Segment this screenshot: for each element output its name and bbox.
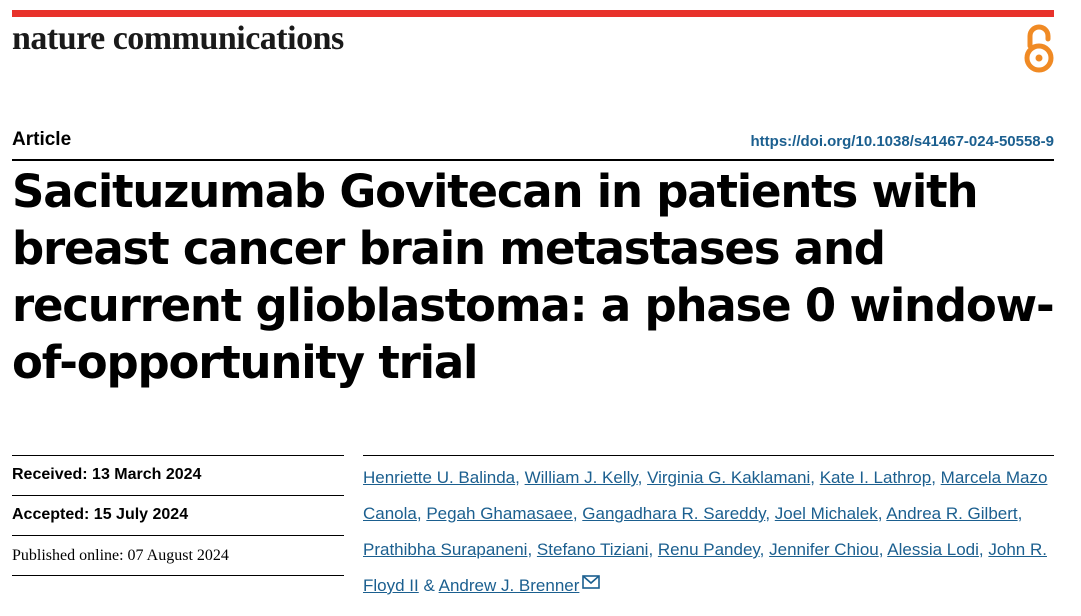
dates-top-divider [12,455,344,456]
author-separator: , [877,504,887,523]
open-access-icon [1024,24,1054,73]
author-link[interactable]: Joel Michalek [774,504,878,523]
author-link[interactable]: Andrew J. Brenner [438,576,580,595]
author-separator: , [527,540,537,559]
author-link[interactable]: Prathibha Surapaneni [363,540,528,559]
article-title: Sacituzumab Govitecan in patients with b… [12,165,1055,389]
dates-divider [12,575,344,576]
doi-link[interactable]: https://doi.org/10.1038/s41467-024-50558… [750,133,1055,150]
authors-top-divider [363,455,1054,456]
author-link[interactable]: John R. Floyd II [363,540,1047,595]
author-link[interactable]: William J. Kelly [524,468,638,487]
journal-name: nature communications [12,20,344,57]
received-date: Received: 13 March 2024 [12,466,202,483]
author-separator: , [978,540,989,559]
author-link[interactable]: Henriette U. Balinda [363,468,516,487]
author-link[interactable]: Andrea R. Gilbert [886,504,1018,523]
header-divider [12,159,1054,161]
author-separator: , [416,504,427,523]
author-separator: , [637,468,648,487]
article-type-label: Article [12,129,72,150]
author-separator: , [810,468,820,487]
email-icon[interactable] [582,575,601,589]
author-separator: , [648,540,658,559]
author-separator: , [759,540,770,559]
author-link[interactable]: Marcela Mazo Canola [363,468,1048,523]
author-link[interactable]: Kate I. Lathrop [819,468,932,487]
author-link[interactable]: Renu Pandey [657,540,760,559]
author-separator: , [765,504,775,523]
author-link[interactable]: Pegah Ghamasaee [426,504,573,523]
author-link[interactable]: Alessia Lodi [887,540,979,559]
author-separator: , [1017,504,1023,523]
author-separator: & [418,576,439,595]
author-link[interactable]: Gangadhara R. Sareddy [582,504,766,523]
author-list: Henriette U. Balinda, William J. Kelly, … [363,460,1053,604]
author-link[interactable]: Stefano Tiziani [536,540,649,559]
dates-divider [12,535,344,536]
author-separator: , [931,468,941,487]
author-separator: , [878,540,888,559]
accepted-date: Accepted: 15 July 2024 [12,506,189,523]
journal-accent-bar [12,10,1054,17]
dates-divider [12,495,344,496]
author-link[interactable]: Virginia G. Kaklamani [647,468,811,487]
published-date: Published online: 07 August 2024 [12,547,229,564]
author-separator: , [515,468,525,487]
author-link[interactable]: Jennifer Chiou [769,540,879,559]
author-separator: , [572,504,583,523]
